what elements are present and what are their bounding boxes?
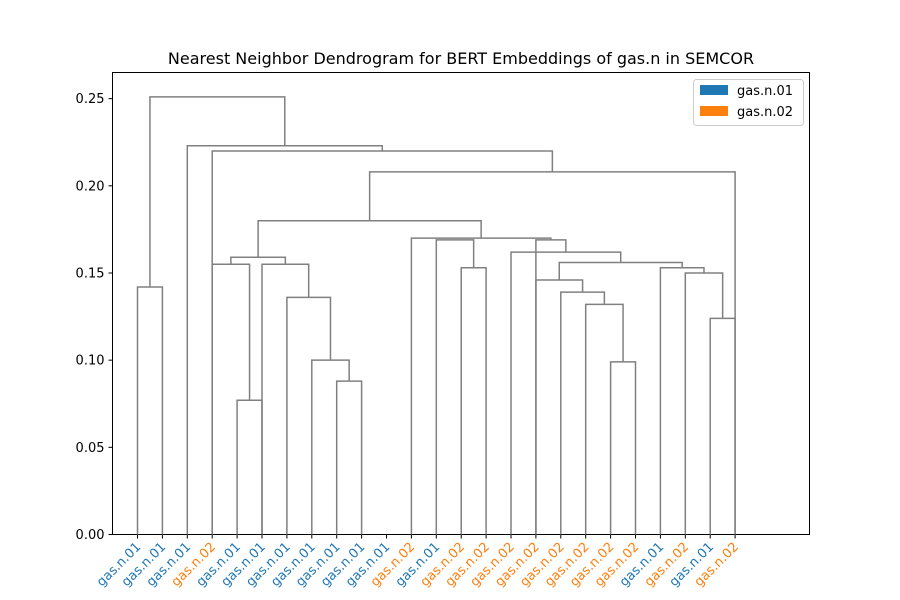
dendrogram-link [684, 272, 724, 535]
dendrogram-link [136, 286, 164, 535]
y-axis: 0.00 0.05 0.10 0.15 0.20 0.25 [76, 92, 113, 543]
dendrogram-link [149, 96, 286, 287]
dendrogram-link [560, 291, 606, 535]
legend-label-gas-n-02: gas.n.02 [737, 105, 793, 120]
dendrogram-link [257, 219, 482, 258]
dendrogram-link [286, 296, 332, 535]
dendrogram-link [460, 267, 487, 535]
dendrogram-link [186, 144, 384, 535]
dendrogram-link [609, 361, 637, 535]
dendrogram-link [335, 380, 363, 535]
dendrogram-link [261, 263, 310, 535]
dendrogram-link [311, 359, 350, 535]
dendrogram-link [510, 251, 622, 535]
x-axis: gas.n.01gas.n.01gas.n.01gas.n.02gas.n.01… [94, 534, 742, 590]
dendrogram-link [211, 263, 251, 535]
dendrogram-link [368, 171, 736, 535]
chart-title: Nearest Neighbor Dendrogram for BERT Emb… [168, 49, 754, 68]
dendrogram-link [709, 317, 736, 535]
dendrogram-link [435, 239, 475, 535]
dendrogram-link [659, 267, 705, 535]
dendrogram-link [230, 256, 287, 265]
dendrogram-link [584, 303, 624, 535]
dendrogram-link [535, 279, 584, 535]
y-tick-label: 0.10 [76, 354, 105, 369]
dendrogram-links [136, 96, 736, 535]
legend: gas.n.01 gas.n.02 [693, 79, 804, 126]
y-tick-label: 0.15 [76, 266, 105, 281]
y-tick-label: 0.20 [76, 179, 105, 194]
legend-label-gas-n-01: gas.n.01 [737, 84, 793, 99]
dendrogram-link [236, 399, 263, 535]
y-tick-label: 0.05 [76, 441, 105, 456]
dendrogram-link [211, 150, 554, 535]
y-tick-label: 0.25 [76, 92, 105, 107]
y-tick-label: 0.00 [76, 528, 105, 543]
legend-swatch-gas-n-02 [700, 106, 728, 116]
dendrogram-link [558, 261, 683, 280]
dendrogram-link [410, 237, 552, 535]
legend-swatch-gas-n-01 [700, 85, 728, 95]
